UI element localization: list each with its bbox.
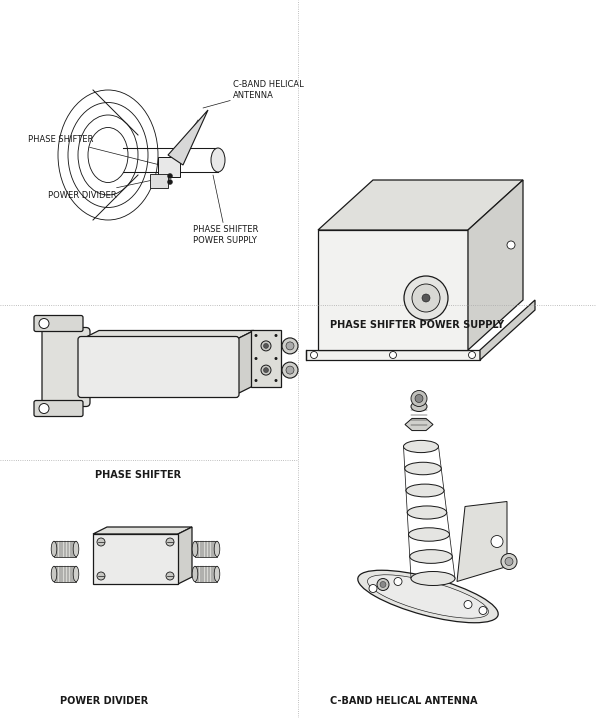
Circle shape (263, 368, 269, 373)
Ellipse shape (410, 550, 452, 564)
Ellipse shape (403, 440, 439, 452)
Polygon shape (158, 157, 180, 177)
Circle shape (412, 284, 440, 312)
Circle shape (507, 241, 515, 249)
FancyBboxPatch shape (251, 330, 281, 386)
Circle shape (394, 577, 402, 585)
Polygon shape (318, 180, 523, 230)
Polygon shape (178, 527, 192, 584)
Ellipse shape (51, 567, 57, 582)
Circle shape (97, 572, 105, 580)
Ellipse shape (51, 541, 57, 556)
Text: C-BAND HELICAL ANTENNA: C-BAND HELICAL ANTENNA (330, 696, 477, 706)
Bar (93, 534, 178, 584)
Ellipse shape (405, 462, 441, 475)
Ellipse shape (368, 575, 489, 618)
Circle shape (166, 572, 174, 580)
Circle shape (275, 357, 278, 360)
Polygon shape (457, 501, 507, 582)
Circle shape (167, 174, 172, 179)
Circle shape (369, 584, 377, 592)
Text: PHASE SHIFTER
POWER SUPPLY: PHASE SHIFTER POWER SUPPLY (193, 175, 259, 245)
Text: PHASE SHIFTER: PHASE SHIFTER (95, 470, 181, 480)
Polygon shape (93, 527, 192, 534)
FancyBboxPatch shape (150, 174, 168, 188)
Circle shape (505, 557, 513, 566)
FancyBboxPatch shape (34, 401, 83, 416)
Ellipse shape (408, 528, 449, 541)
Circle shape (380, 582, 386, 587)
Circle shape (167, 180, 172, 185)
Bar (54, 541, 76, 556)
Ellipse shape (214, 567, 220, 582)
Circle shape (286, 366, 294, 374)
Circle shape (254, 379, 257, 382)
Text: POWER DIVIDER: POWER DIVIDER (60, 696, 148, 706)
Circle shape (275, 334, 278, 337)
Ellipse shape (406, 484, 444, 497)
Ellipse shape (192, 541, 198, 556)
Polygon shape (236, 330, 254, 394)
Bar (195, 567, 217, 582)
Circle shape (286, 342, 294, 350)
Circle shape (491, 536, 503, 548)
Text: PHASE SHIFTER POWER SUPPLY: PHASE SHIFTER POWER SUPPLY (330, 320, 504, 330)
Circle shape (282, 362, 298, 378)
Circle shape (377, 579, 389, 590)
Ellipse shape (73, 541, 79, 556)
Ellipse shape (411, 572, 455, 585)
Circle shape (97, 538, 105, 546)
Text: PHASE SHIFTER: PHASE SHIFTER (28, 136, 160, 165)
Ellipse shape (211, 148, 225, 172)
Circle shape (415, 394, 423, 403)
Circle shape (390, 352, 396, 358)
Text: POWER DIVIDER: POWER DIVIDER (48, 180, 153, 200)
Circle shape (263, 343, 269, 348)
Ellipse shape (192, 567, 198, 582)
Polygon shape (480, 300, 535, 360)
Circle shape (501, 554, 517, 569)
Ellipse shape (411, 401, 427, 411)
Polygon shape (168, 110, 208, 165)
Polygon shape (318, 230, 468, 350)
Ellipse shape (73, 567, 79, 582)
Ellipse shape (407, 506, 447, 519)
Polygon shape (306, 350, 480, 360)
Circle shape (261, 365, 271, 375)
FancyBboxPatch shape (78, 337, 239, 398)
Circle shape (464, 600, 472, 608)
Circle shape (282, 338, 298, 354)
Circle shape (39, 404, 49, 414)
Polygon shape (405, 419, 433, 431)
Circle shape (404, 276, 448, 320)
Circle shape (468, 352, 476, 358)
Circle shape (275, 379, 278, 382)
Polygon shape (468, 180, 523, 350)
Circle shape (166, 538, 174, 546)
Circle shape (254, 334, 257, 337)
Ellipse shape (214, 541, 220, 556)
Bar (195, 541, 217, 556)
Text: C-BAND HELICAL
ANTENNA: C-BAND HELICAL ANTENNA (203, 80, 304, 108)
Polygon shape (81, 330, 254, 340)
Circle shape (311, 352, 318, 358)
Circle shape (411, 391, 427, 406)
Circle shape (479, 607, 487, 615)
FancyBboxPatch shape (42, 327, 90, 406)
FancyBboxPatch shape (34, 315, 83, 332)
Ellipse shape (358, 570, 498, 623)
Circle shape (39, 319, 49, 329)
Circle shape (422, 294, 430, 302)
Circle shape (254, 357, 257, 360)
Bar (54, 567, 76, 582)
Circle shape (261, 341, 271, 351)
